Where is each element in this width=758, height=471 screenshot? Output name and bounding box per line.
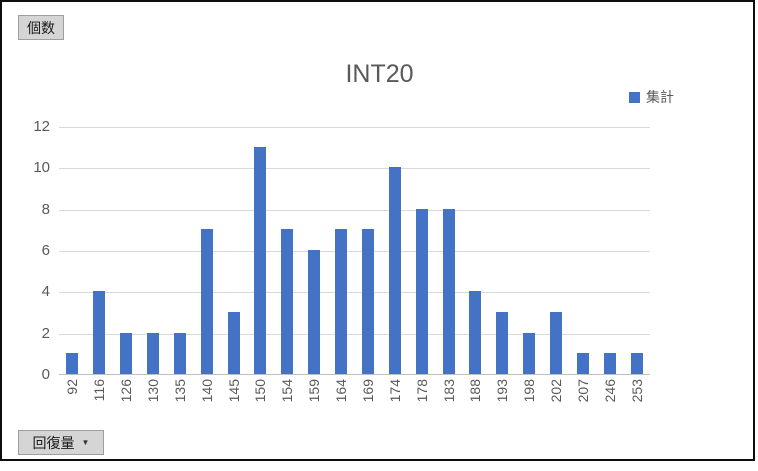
x-axis-tick-label: 130 — [145, 379, 162, 403]
legend-color-swatch-icon — [629, 91, 640, 103]
bar[interactable] — [227, 312, 240, 374]
x-axis-tick-label: 202 — [547, 379, 564, 403]
bar[interactable] — [630, 353, 643, 374]
x-axis-tick-label: 174 — [386, 379, 403, 403]
y-axis-tick-label: 8 — [41, 200, 50, 218]
gridline — [59, 333, 650, 335]
x-axis-tick-label: 154 — [279, 379, 296, 403]
x-axis-tick-label: 116 — [91, 379, 108, 402]
bar[interactable] — [308, 250, 321, 374]
axis-field-label: 回復量 — [32, 434, 75, 451]
pivot-chart[interactable]: 個数 INT20 集計 0 2 4 6 8 10 12 92 116 126 130 135 140 1… — [0, 0, 755, 461]
bar[interactable] — [415, 208, 428, 374]
x-axis-tick-label: 159 — [306, 379, 323, 403]
gridline — [59, 168, 650, 170]
x-axis-tick-label: 145 — [225, 379, 242, 403]
bar[interactable] — [335, 229, 348, 374]
y-axis-tick-label: 4 — [41, 283, 50, 301]
bar[interactable] — [549, 312, 562, 374]
x-axis-tick-label: 207 — [574, 379, 591, 403]
axis-field-button[interactable]: 回復量 ▼ — [18, 430, 104, 455]
value-field-button[interactable]: 個数 — [18, 15, 64, 40]
x-axis-tick-label: 193 — [494, 379, 511, 403]
x-axis-tick-label: 183 — [440, 379, 457, 403]
x-axis-tick-label: 92 — [64, 379, 81, 395]
x-axis-tick-label: 246 — [601, 379, 618, 403]
bar[interactable] — [442, 208, 455, 374]
value-field-label: 個数 — [27, 19, 55, 36]
x-axis-tick-label: 188 — [467, 379, 484, 403]
gridline — [59, 209, 650, 211]
x-axis-tick-label: 164 — [333, 379, 350, 403]
bar[interactable] — [469, 291, 482, 374]
y-axis-tick-label: 6 — [41, 242, 50, 259]
y-axis-tick-label: 0 — [41, 366, 50, 383]
y-axis-tick-label: 10 — [33, 159, 50, 177]
bar[interactable] — [281, 229, 294, 374]
legend-label: 集計 — [646, 89, 674, 105]
x-axis-line — [59, 374, 650, 375]
x-axis-tick-label: 178 — [413, 379, 430, 403]
bar[interactable] — [361, 229, 374, 374]
bar[interactable] — [93, 291, 106, 374]
bar[interactable] — [120, 332, 133, 374]
gridline — [59, 292, 650, 294]
bar[interactable] — [66, 353, 79, 374]
x-axis-tick-label: 253 — [628, 379, 645, 403]
bar[interactable] — [576, 353, 589, 374]
bar[interactable] — [603, 353, 616, 374]
x-axis-tick-label: 198 — [521, 379, 538, 403]
bar[interactable] — [254, 146, 267, 374]
gridline — [59, 251, 650, 252]
y-axis-tick-label: 12 — [33, 118, 50, 135]
plot-area — [59, 127, 650, 375]
bar[interactable] — [173, 332, 186, 374]
x-axis-tick-label: 135 — [171, 379, 188, 403]
bar[interactable] — [200, 229, 213, 374]
y-axis-tick-label: 2 — [41, 324, 50, 342]
bar[interactable] — [496, 312, 509, 374]
x-axis-tick-label: 150 — [252, 379, 269, 403]
x-axis-tick-label: 140 — [198, 379, 215, 403]
x-axis-tick-label: 169 — [359, 379, 376, 403]
legend[interactable]: 集計 — [629, 87, 674, 107]
bar[interactable] — [388, 167, 401, 374]
gridline — [59, 127, 650, 128]
x-axis-tick-label: 126 — [118, 379, 135, 403]
bar[interactable] — [523, 332, 536, 374]
dropdown-arrow-icon: ▼ — [81, 437, 90, 447]
bar[interactable] — [147, 332, 160, 374]
chart-title[interactable]: INT20 — [345, 60, 414, 88]
